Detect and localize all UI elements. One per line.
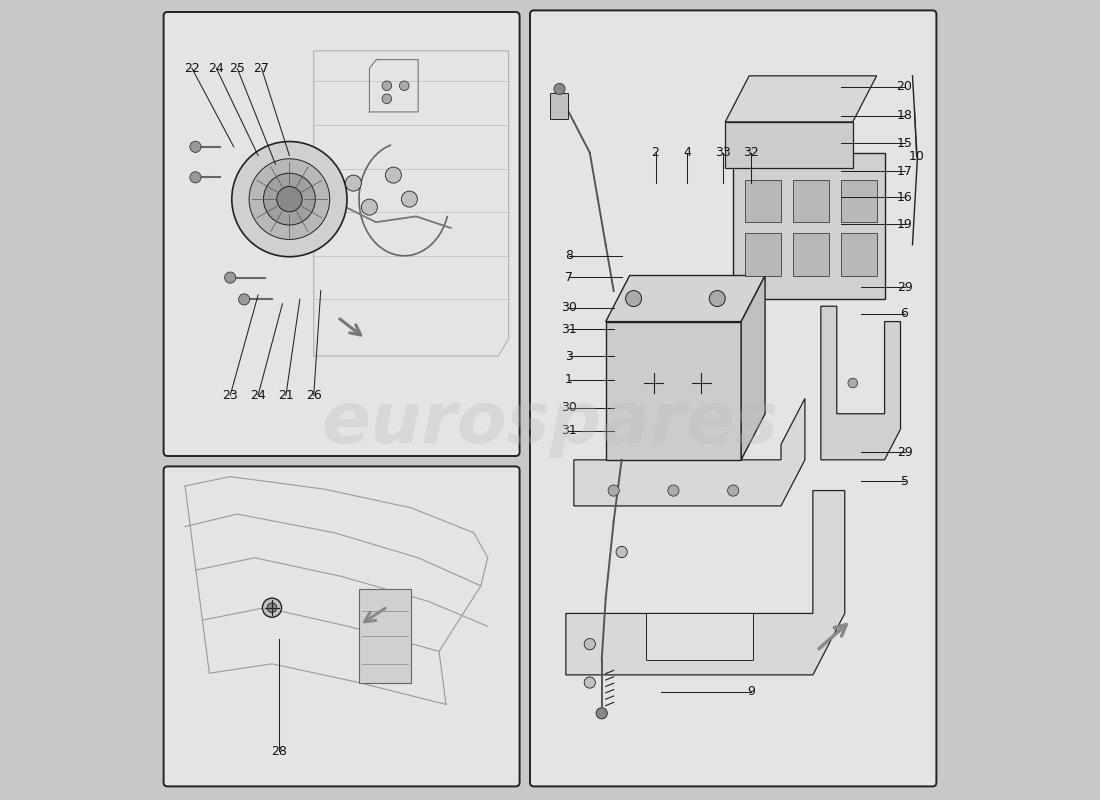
Circle shape [264, 174, 316, 225]
Circle shape [345, 175, 362, 191]
Text: 32: 32 [744, 146, 759, 159]
Polygon shape [725, 76, 877, 122]
Circle shape [626, 290, 641, 306]
Text: 31: 31 [561, 322, 576, 336]
Polygon shape [574, 398, 805, 506]
Text: 27: 27 [254, 62, 270, 75]
Text: 18: 18 [896, 110, 912, 122]
Bar [745, 179, 781, 222]
Text: 7: 7 [565, 270, 573, 283]
Circle shape [382, 94, 392, 104]
Text: 28: 28 [271, 745, 287, 758]
Polygon shape [606, 322, 741, 460]
Text: 4: 4 [683, 146, 691, 159]
Bar [793, 234, 828, 275]
Circle shape [402, 191, 417, 207]
FancyBboxPatch shape [164, 12, 519, 456]
Polygon shape [646, 614, 754, 659]
Text: 30: 30 [561, 401, 578, 414]
Circle shape [596, 708, 607, 719]
Circle shape [616, 546, 627, 558]
Bar [745, 234, 781, 275]
Text: 25: 25 [229, 62, 245, 75]
Bar [550, 93, 568, 118]
Circle shape [277, 186, 302, 212]
Polygon shape [606, 275, 766, 322]
Text: 23: 23 [222, 389, 238, 402]
Bar [840, 234, 877, 275]
Text: 19: 19 [896, 218, 912, 230]
Text: 5: 5 [901, 475, 909, 488]
FancyBboxPatch shape [164, 466, 519, 786]
Text: 30: 30 [561, 302, 578, 314]
Text: 16: 16 [896, 190, 912, 204]
Polygon shape [734, 153, 884, 298]
Circle shape [382, 81, 392, 90]
Text: 2: 2 [651, 146, 659, 159]
Circle shape [727, 485, 739, 496]
Text: 6: 6 [901, 307, 909, 321]
Circle shape [710, 290, 725, 306]
Circle shape [232, 142, 346, 257]
Polygon shape [741, 275, 766, 460]
Text: 8: 8 [565, 249, 573, 262]
Text: 1: 1 [565, 374, 573, 386]
Circle shape [668, 485, 679, 496]
Polygon shape [821, 306, 901, 460]
Circle shape [239, 294, 250, 305]
Bar [359, 589, 411, 682]
Text: 3: 3 [565, 350, 573, 362]
Circle shape [848, 378, 858, 388]
Circle shape [584, 677, 595, 688]
Circle shape [224, 272, 235, 283]
Circle shape [385, 167, 402, 183]
Polygon shape [725, 122, 852, 168]
Circle shape [249, 158, 330, 239]
Bar [793, 179, 828, 222]
Text: 33: 33 [715, 146, 732, 159]
Text: 20: 20 [896, 80, 912, 93]
Text: 26: 26 [306, 389, 321, 402]
Text: 29: 29 [896, 446, 912, 458]
Text: 21: 21 [278, 389, 294, 402]
Text: 17: 17 [896, 165, 912, 178]
Circle shape [267, 603, 277, 613]
Circle shape [362, 199, 377, 215]
Text: 10: 10 [909, 150, 924, 163]
Text: eurospares: eurospares [321, 390, 779, 458]
Text: 24: 24 [250, 389, 266, 402]
Circle shape [399, 81, 409, 90]
Text: 24: 24 [208, 62, 224, 75]
Circle shape [190, 172, 201, 183]
Bar [840, 179, 877, 222]
Text: 29: 29 [896, 281, 912, 294]
Circle shape [263, 598, 282, 618]
Text: 22: 22 [184, 62, 200, 75]
FancyBboxPatch shape [530, 10, 936, 786]
Text: 9: 9 [747, 686, 755, 698]
Circle shape [554, 83, 565, 94]
Text: 31: 31 [561, 424, 576, 437]
Circle shape [608, 485, 619, 496]
Circle shape [190, 141, 201, 152]
Polygon shape [565, 490, 845, 675]
Circle shape [584, 638, 595, 650]
Text: 15: 15 [896, 137, 912, 150]
